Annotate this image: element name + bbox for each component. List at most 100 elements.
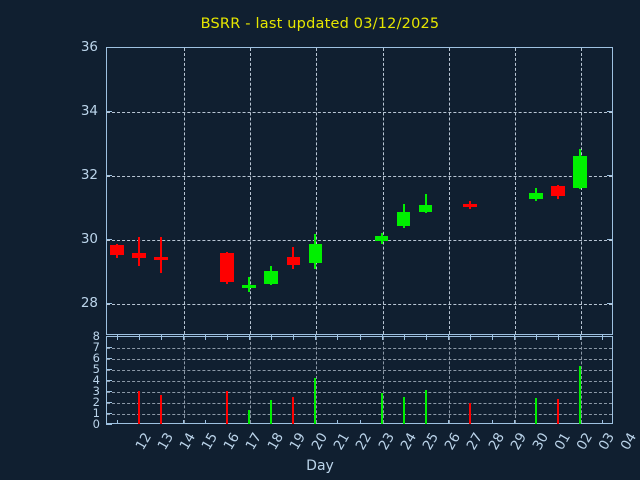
candle-body-02	[551, 186, 565, 196]
candle-wick-18	[248, 277, 251, 292]
x-axis-label-02: 02	[573, 430, 596, 453]
candle-body-03	[573, 155, 587, 188]
volume-x-tick	[447, 336, 449, 339]
volume-y-label: 7	[92, 340, 100, 354]
volume-x-tick	[535, 336, 537, 339]
volume-x-tick	[601, 336, 603, 339]
price-y-tick	[607, 303, 613, 304]
x-axis-label-23: 23	[375, 430, 398, 453]
volume-x-tick	[249, 336, 251, 339]
price-y-tick	[607, 175, 613, 176]
price-y-tick	[106, 175, 112, 176]
x-axis-label-29: 29	[507, 430, 530, 453]
volume-y-label: 3	[92, 384, 100, 398]
volume-bar-17	[226, 391, 229, 424]
x-axis-label-20: 20	[308, 430, 332, 453]
candle-wick-14	[160, 237, 163, 273]
x-axis-label-12: 12	[132, 430, 156, 453]
candle-body-20	[286, 256, 301, 265]
volume-x-tick	[117, 336, 119, 339]
volume-gridline	[107, 392, 612, 393]
price-vertical-gridline	[382, 48, 384, 334]
candle-body-12	[110, 245, 124, 255]
volume-bar-24	[380, 393, 383, 424]
volume-y-label: 2	[92, 395, 100, 409]
price-y-label: 32	[80, 167, 98, 183]
volume-gridline	[107, 381, 612, 382]
x-axis-label-18: 18	[264, 430, 288, 453]
volume-y-tick	[106, 358, 112, 359]
volume-y-tick	[106, 369, 112, 370]
x-axis-label-26: 26	[441, 430, 464, 453]
x-axis-label-30: 30	[529, 430, 552, 453]
volume-y-tick	[106, 413, 112, 414]
volume-bar-18	[248, 409, 251, 424]
volume-vertical-gridline	[514, 337, 516, 423]
volume-plot-area	[106, 336, 613, 424]
candle-body-17	[220, 253, 235, 283]
volume-y-tick	[106, 336, 112, 337]
volume-x-tick	[491, 420, 493, 423]
volume-vertical-gridline	[184, 337, 186, 423]
candle-wick-26	[424, 194, 427, 214]
volume-x-tick	[447, 420, 449, 423]
price-vertical-gridline	[250, 48, 252, 334]
volume-gridline	[107, 359, 612, 360]
volume-x-tick	[491, 336, 493, 339]
price-y-tick	[106, 239, 112, 240]
volume-vertical-gridline	[250, 337, 252, 423]
price-vertical-gridline	[514, 48, 516, 334]
volume-gridline	[107, 414, 612, 415]
x-axis-label-15: 15	[198, 430, 222, 453]
candle-wick-13	[138, 237, 141, 267]
price-gridline	[107, 240, 612, 241]
volume-bar-21	[314, 377, 317, 424]
price-y-tick	[106, 111, 112, 112]
volume-x-tick	[469, 336, 471, 339]
volume-x-tick	[359, 420, 361, 423]
volume-bar-13	[138, 391, 141, 424]
volume-bar-26	[424, 389, 427, 424]
volume-x-tick	[271, 336, 273, 339]
volume-y-label: 4	[92, 373, 100, 387]
price-y-label: 34	[80, 103, 98, 119]
volume-x-tick	[513, 336, 515, 339]
candle-body-25	[396, 211, 411, 227]
volume-gridline	[107, 370, 612, 371]
volume-x-tick	[513, 420, 515, 423]
volume-y-tick	[106, 391, 112, 392]
volume-x-tick	[161, 336, 163, 339]
price-vertical-gridline	[448, 48, 450, 334]
volume-x-tick	[227, 336, 229, 339]
volume-x-tick	[403, 336, 405, 339]
volume-x-tick	[381, 336, 383, 339]
volume-x-tick	[117, 420, 119, 423]
candle-body-24	[374, 235, 389, 241]
price-vertical-gridline	[184, 48, 186, 334]
volume-x-tick	[315, 336, 317, 339]
price-y-tick	[607, 111, 613, 112]
x-axis-label-27: 27	[463, 430, 486, 453]
price-y-label: 28	[80, 295, 98, 311]
candle-body-13	[132, 253, 146, 259]
volume-x-tick	[183, 420, 185, 423]
price-plot-area	[106, 47, 613, 335]
candle-body-14	[154, 256, 168, 260]
volume-x-tick	[293, 336, 295, 339]
price-vertical-gridline	[580, 48, 582, 334]
volume-bar-20	[292, 396, 295, 424]
volume-bar-03	[578, 365, 581, 424]
volume-gridline	[107, 348, 612, 349]
x-axis-label-17: 17	[242, 430, 266, 453]
volume-x-tick	[557, 336, 559, 339]
price-y-tick	[607, 47, 613, 48]
volume-x-tick	[205, 336, 207, 339]
x-axis-label-21: 21	[331, 430, 354, 453]
x-axis-label-22: 22	[353, 430, 376, 453]
price-y-tick	[607, 239, 613, 240]
price-y-label: 30	[80, 231, 98, 247]
candle-body-01	[529, 192, 543, 199]
x-axis-label-01: 01	[551, 430, 574, 453]
chart-title: BSRR - last updated 03/12/2025	[200, 16, 440, 32]
price-gridline	[107, 176, 612, 177]
